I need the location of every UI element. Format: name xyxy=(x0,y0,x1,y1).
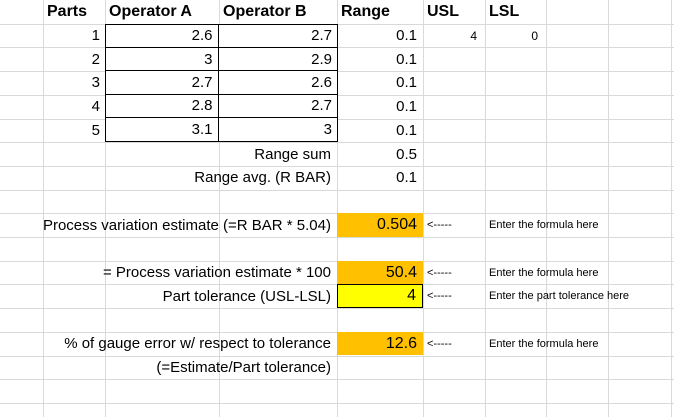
cell-operator-a-5[interactable]: 3.1 xyxy=(106,117,219,142)
cell-part-5[interactable]: 5 xyxy=(91,121,100,139)
left-arrow: <----- xyxy=(427,290,452,303)
col-header-operator-b: Operator B xyxy=(223,2,307,20)
process-variation-label: Process variation estimate (=R BAR * 5.0… xyxy=(42,216,331,234)
gauge-error-label: % of gauge error w/ respect to tolerance xyxy=(64,335,331,353)
range-avg-value[interactable]: 0.1 xyxy=(396,169,417,187)
range-sum-value[interactable]: 0.5 xyxy=(396,145,417,163)
instruction-note-formula-3: Enter the formula here xyxy=(489,337,599,350)
col-header-lsl: LSL xyxy=(489,2,520,20)
cell-operator-a-2[interactable]: 3 xyxy=(106,47,219,72)
cell-range-4[interactable]: 0.1 xyxy=(396,98,417,116)
col-header-operator-a: Operator A xyxy=(109,2,192,20)
cell-part-4[interactable]: 4 xyxy=(91,98,100,116)
left-arrow: <----- xyxy=(427,266,452,279)
left-arrow: <----- xyxy=(427,337,452,350)
part-tolerance-value-cell[interactable]: 4 xyxy=(337,284,423,309)
process-variation-value-cell[interactable]: 0.504 xyxy=(337,213,423,237)
cell-range-3[interactable]: 0.1 xyxy=(396,74,417,92)
cell-operator-b-4[interactable]: 2.7 xyxy=(218,95,337,118)
range-sum-label: Range sum xyxy=(254,145,331,163)
cell-operator-a-4[interactable]: 2.8 xyxy=(106,94,219,118)
part-tolerance-label: Part tolerance (USL-LSL) xyxy=(162,287,331,305)
cell-range-5[interactable]: 0.1 xyxy=(396,121,417,139)
col-header-range: Range xyxy=(341,2,390,20)
cell-lsl-value[interactable]: 0 xyxy=(531,28,538,43)
col-header-parts: Parts xyxy=(47,2,88,20)
cell-usl-value[interactable]: 4 xyxy=(470,28,477,43)
cell-part-1[interactable]: 1 xyxy=(91,27,100,45)
cell-operator-a-1[interactable]: 2.6 xyxy=(106,24,219,48)
left-arrow: <----- xyxy=(427,219,452,232)
gauge-error-formula-note: (=Estimate/Part tolerance) xyxy=(156,358,331,376)
operator-data-box: 2.6 2.7 3 2.9 2.7 2.6 2.8 2.7 3.1 3 xyxy=(105,23,338,143)
cell-range-1[interactable]: 0.1 xyxy=(396,27,417,45)
cell-operator-b-2[interactable]: 2.9 xyxy=(218,48,337,72)
range-avg-label: Range avg. (R BAR) xyxy=(194,169,331,187)
process-variation-x100-value-cell[interactable]: 50.4 xyxy=(337,260,423,285)
cell-operator-b-1[interactable]: 2.7 xyxy=(218,25,337,48)
cell-range-2[interactable]: 0.1 xyxy=(396,50,417,68)
instruction-note-tolerance: Enter the part tolerance here xyxy=(489,290,630,303)
col-header-usl: USL xyxy=(427,2,459,20)
process-variation-x100-label: = Process variation estimate * 100 xyxy=(102,264,331,282)
instruction-note-formula-2: Enter the formula here xyxy=(489,266,599,279)
instruction-note-formula-1: Enter the formula here xyxy=(489,219,599,232)
gauge-error-value-cell[interactable]: 12.6 xyxy=(337,331,423,356)
cell-part-3[interactable]: 3 xyxy=(91,74,100,92)
cell-operator-b-3[interactable]: 2.6 xyxy=(218,71,337,95)
cell-operator-a-3[interactable]: 2.7 xyxy=(106,71,219,95)
cell-operator-b-5[interactable]: 3 xyxy=(323,121,332,139)
cell-part-2[interactable]: 2 xyxy=(91,50,100,68)
